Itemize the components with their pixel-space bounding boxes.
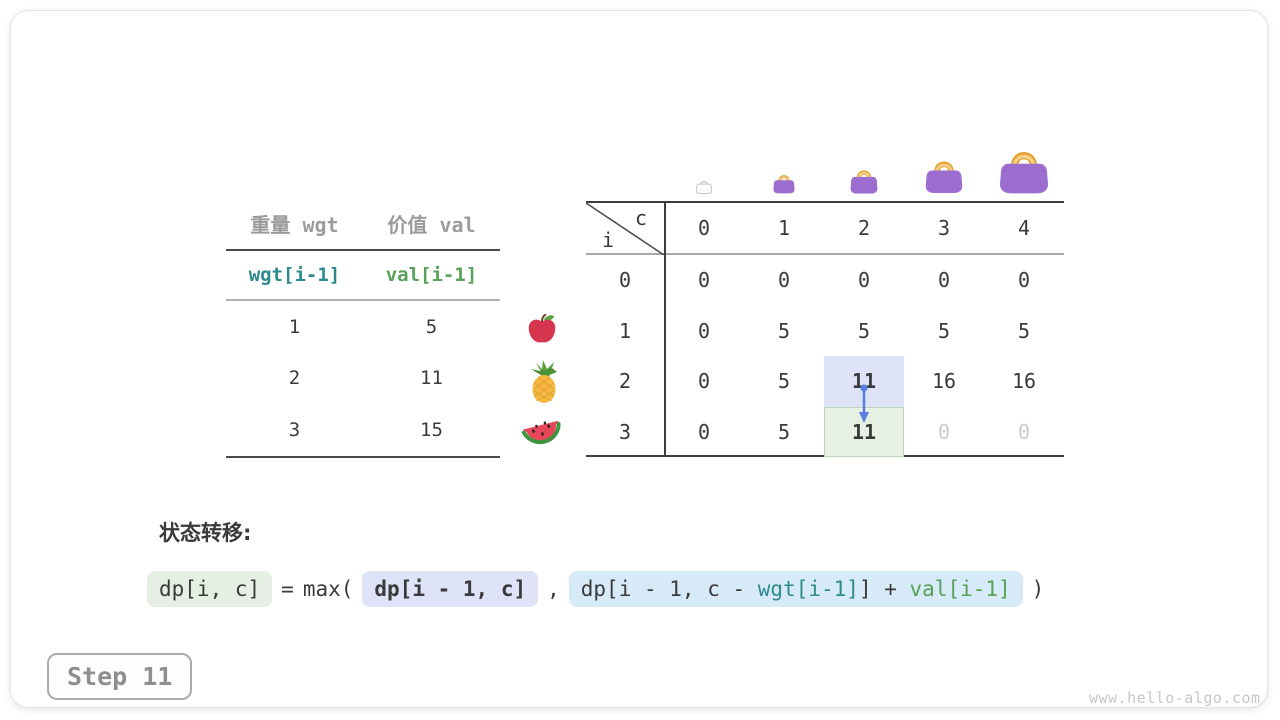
row-variable-label: i: [602, 228, 615, 252]
diagram-card: 重量 wgt 价值 val wgt[i-1] val[i-1] 1 5 2 11 3 15: [10, 10, 1268, 708]
column-variable-label: c: [634, 206, 647, 230]
dp-cell-r2-c3: 16: [931, 369, 957, 394]
dp-col-header-0: 0: [697, 216, 711, 240]
bag-capacity-3-icon: [925, 161, 963, 194]
weight-column-header: 重量 wgt: [250, 212, 339, 237]
items-table-header: 重量 wgt 价值 val: [226, 197, 500, 251]
items-table-cell-r2-c1: 15: [420, 418, 443, 441]
dp-cell-r0-c3: 0: [937, 268, 951, 293]
items-table-row-1: 2 11: [226, 353, 500, 405]
items-table-row-2: 3 15: [226, 404, 500, 456]
dp-row-header-1: 1: [618, 318, 632, 343]
dp-cell-r3-c4: 0: [1017, 419, 1031, 444]
transition-arrow-icon: [859, 384, 869, 423]
dp-cell-r3-c0: 0: [697, 419, 711, 444]
formula-lhs-pill: dp[i, c]: [147, 571, 273, 607]
apple-icon: [528, 313, 556, 343]
items-table-cell-r1-c0: 2: [288, 367, 301, 390]
option2-val-term: val[i-1]: [909, 577, 1011, 601]
dp-row-header-3: 3: [618, 419, 632, 444]
dp-cell-r2-c1: 5: [777, 369, 791, 394]
bag-capacity-0-icon: [696, 180, 712, 194]
dp-row-1: 1 0 5 5 5 5: [586, 306, 1064, 357]
watermark: www.hello-algo.com: [1089, 689, 1261, 707]
dp-row-2: 2 0 5 11 16 16: [586, 356, 1064, 407]
dp-table-header: c i 0 1 2 3 4: [586, 203, 1064, 255]
dp-row-header-0: 0: [618, 268, 632, 293]
dp-cell-r1-c2: 5: [857, 318, 871, 343]
dp-cell-r0-c0: 0: [697, 268, 711, 293]
pineapple-icon: [531, 360, 557, 403]
dp-cell-r3-c1: 5: [777, 419, 791, 444]
equals-sign: =: [281, 577, 294, 601]
dp-row-0: 0 0 0 0 0 0: [586, 255, 1064, 306]
dp-row-3: 3 0 5 11 0 0: [586, 406, 1064, 457]
wgt-subheader: wgt[i-1]: [248, 264, 341, 286]
bag-capacity-1-icon: [773, 175, 795, 194]
bag-capacity-2-icon: [850, 170, 878, 194]
formula-option2-pill: dp[i - 1, c - wgt[i-1]] + val[i-1]: [568, 571, 1023, 607]
items-table-cell-r1-c1: 11: [420, 367, 443, 390]
items-table-rows: 1 5 2 11 3 15: [226, 301, 500, 456]
dp-cell-r2-c4: 16: [1011, 369, 1037, 394]
dp-cell-r1-c0: 0: [697, 318, 711, 343]
dp-cell-r1-c1: 5: [777, 318, 791, 343]
dp-col-header-1: 1: [777, 216, 791, 240]
dp-cell-r2-c0: 0: [697, 369, 711, 394]
dp-col-header-3: 3: [937, 216, 951, 240]
items-table-subheader: wgt[i-1] val[i-1]: [226, 251, 500, 301]
items-table-cell-r0-c0: 1: [288, 315, 301, 338]
step-badge: Step 11: [47, 653, 193, 700]
dp-cell-r1-c3: 5: [937, 318, 951, 343]
dp-table-divider: [664, 203, 666, 455]
dp-cell-r1-c4: 5: [1017, 318, 1031, 343]
max-open: max(: [302, 577, 354, 601]
corner-diagonal-line: [586, 203, 664, 255]
dp-cell-r0-c2: 0: [857, 268, 871, 293]
watermelon-icon: [521, 420, 561, 445]
comma: ,: [547, 577, 560, 601]
option2-mid: ] +: [858, 577, 910, 601]
state-transition-label: 状态转移:: [159, 521, 252, 545]
state-transition-formula: dp[i, c] = max( dp[i - 1, c] , dp[i - 1,…: [147, 571, 1044, 607]
dp-corner-cell: c i: [586, 203, 664, 255]
dp-col-header-2: 2: [857, 216, 871, 240]
option2-wgt-term: wgt[i-1]: [757, 577, 859, 601]
option2-prefix: dp[i - 1, c -: [580, 577, 758, 601]
bag-capacity-4-icon: [1000, 152, 1048, 194]
items-table-cell-r0-c1: 5: [425, 315, 438, 338]
close-paren: ): [1031, 577, 1045, 601]
val-subheader: val[i-1]: [385, 264, 478, 286]
dp-cell-r0-c1: 0: [777, 268, 791, 293]
dp-cell-r3-c3: 0: [937, 419, 951, 444]
value-column-header: 价值 val: [387, 212, 476, 237]
dp-body: 0 0 0 0 0 0 1 0 5 5 5 5 2 0 5 11 16 16 3 0 5 11 0 0: [586, 255, 1064, 457]
items-table: 重量 wgt 价值 val wgt[i-1] val[i-1] 1 5 2 11 3 15: [226, 197, 500, 458]
formula-option1-pill: dp[i - 1, c]: [362, 571, 539, 607]
dp-col-header-4: 4: [1017, 216, 1031, 240]
items-table-cell-r2-c0: 3: [288, 418, 301, 441]
dp-row-header-2: 2: [618, 369, 632, 394]
dp-col-headers: 0 1 2 3 4: [664, 203, 1064, 253]
dp-cell-r0-c4: 0: [1017, 268, 1031, 293]
